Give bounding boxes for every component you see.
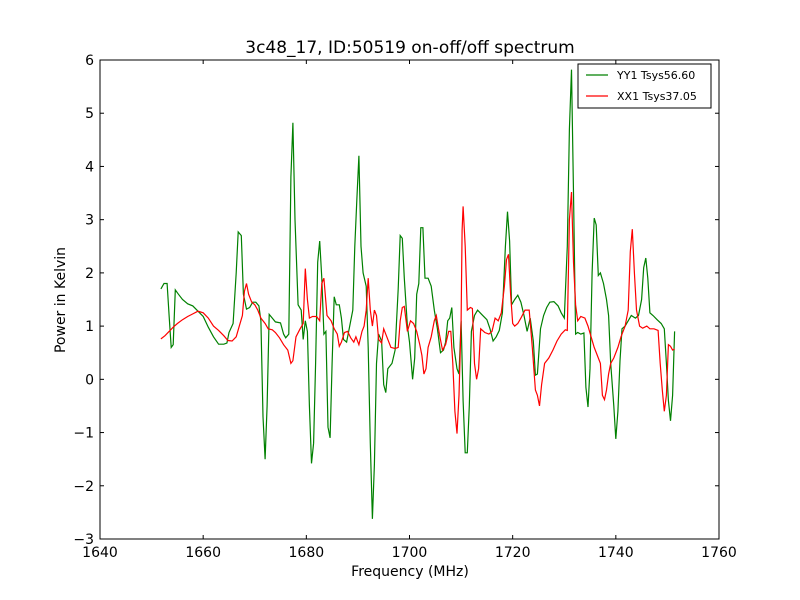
y-tick-label: −1 xyxy=(73,426,94,442)
x-tick-label: 1700 xyxy=(392,545,428,561)
y-tick-label: −3 xyxy=(73,532,94,548)
plot-lines xyxy=(160,69,676,519)
y-tick-label: 6 xyxy=(85,53,94,69)
x-tick-label: 1640 xyxy=(82,545,118,561)
y-tick-label: 4 xyxy=(85,159,94,175)
y-tick-label: 5 xyxy=(85,106,94,122)
legend: YY1 Tsys56.60 XX1 Tsys37.05 xyxy=(577,63,712,109)
y-tick-label: 2 xyxy=(85,266,94,282)
series-line-xx1 xyxy=(160,191,675,434)
x-tick-label: 1660 xyxy=(185,545,221,561)
x-axis: 1640 1660 1680 1700 1720 1740 1760 xyxy=(82,60,737,561)
x-tick-label: 1740 xyxy=(598,545,634,561)
series-line-yy1 xyxy=(160,69,676,519)
chart-title: 3c48_17, ID:50519 on-off/off spectrum xyxy=(245,38,574,58)
x-tick-label: 1760 xyxy=(701,545,737,561)
y-tick-label: −2 xyxy=(73,479,94,495)
x-axis-label: Frequency (MHz) xyxy=(351,564,469,580)
y-tick-label: 0 xyxy=(85,372,94,388)
x-tick-label: 1680 xyxy=(289,545,325,561)
y-axis-label: Power in Kelvin xyxy=(53,247,69,353)
legend-label-yy1: YY1 Tsys56.60 xyxy=(616,69,695,82)
y-axis: −3 −2 −1 0 1 2 3 4 5 6 xyxy=(73,53,719,548)
y-tick-label: 3 xyxy=(85,213,94,229)
y-tick-label: 1 xyxy=(85,319,94,335)
legend-label-xx1: XX1 Tsys37.05 xyxy=(617,90,697,103)
legend-box xyxy=(577,63,712,109)
x-tick-label: 1720 xyxy=(495,545,531,561)
